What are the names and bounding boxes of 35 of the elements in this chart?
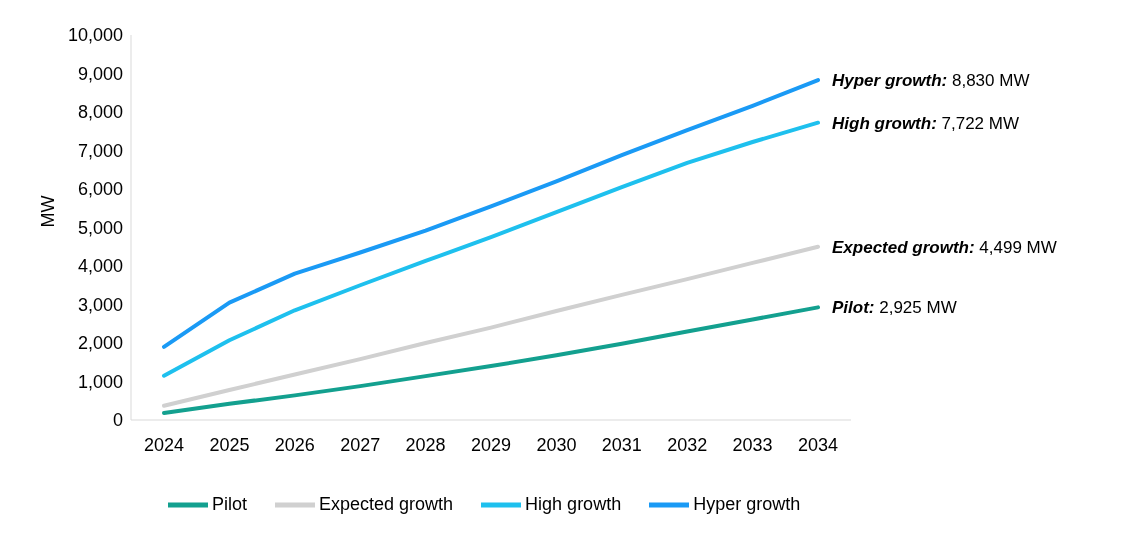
annotation: Hyper growth: 8,830 MW (832, 71, 1030, 91)
legend-label: Pilot (212, 493, 248, 514)
y-tick-label: 4,000 (77, 256, 123, 277)
x-tick-label: 2026 (274, 434, 315, 455)
y-tick-label: 5,000 (77, 217, 123, 238)
y-tick-label: 10,000 (67, 25, 123, 46)
x-tick-label: 2024 (143, 434, 185, 455)
x-tick-label: 2034 (797, 434, 839, 455)
x-tick-label: 2028 (405, 434, 446, 455)
y-tick-label: 7,000 (77, 140, 123, 161)
x-tick-label: 2027 (340, 434, 381, 455)
y-tick-label: 3,000 (77, 294, 123, 315)
y-tick-label: 0 (112, 410, 123, 431)
line-series (162, 305, 820, 416)
y-axis-title: MW (38, 195, 59, 228)
y-tick-label: 6,000 (77, 179, 123, 200)
line-series (162, 244, 820, 408)
legend-label: Expected growth (319, 493, 454, 514)
x-tick-label: 2029 (470, 434, 512, 455)
x-tick-label: 2032 (667, 434, 708, 455)
x-tick-label: 2030 (536, 434, 577, 455)
legend-label: High growth (525, 493, 622, 514)
legend-label: Hyper growth (693, 493, 801, 514)
annotation: Pilot: 2,925 MW (832, 298, 957, 318)
x-tick-label: 2033 (732, 434, 773, 455)
line-series (162, 120, 820, 378)
y-tick-label: 2,000 (77, 333, 123, 354)
y-tick-label: 9,000 (77, 63, 123, 84)
y-tick-label: 1,000 (77, 371, 123, 392)
annotation: High growth: 7,722 MW (832, 113, 1020, 133)
x-tick-label: 2031 (601, 434, 642, 455)
x-tick-label: 2025 (209, 434, 250, 455)
y-tick-label: 8,000 (77, 102, 123, 123)
annotation: Expected growth: 4,499 MW (832, 237, 1057, 257)
line-series (162, 78, 820, 349)
